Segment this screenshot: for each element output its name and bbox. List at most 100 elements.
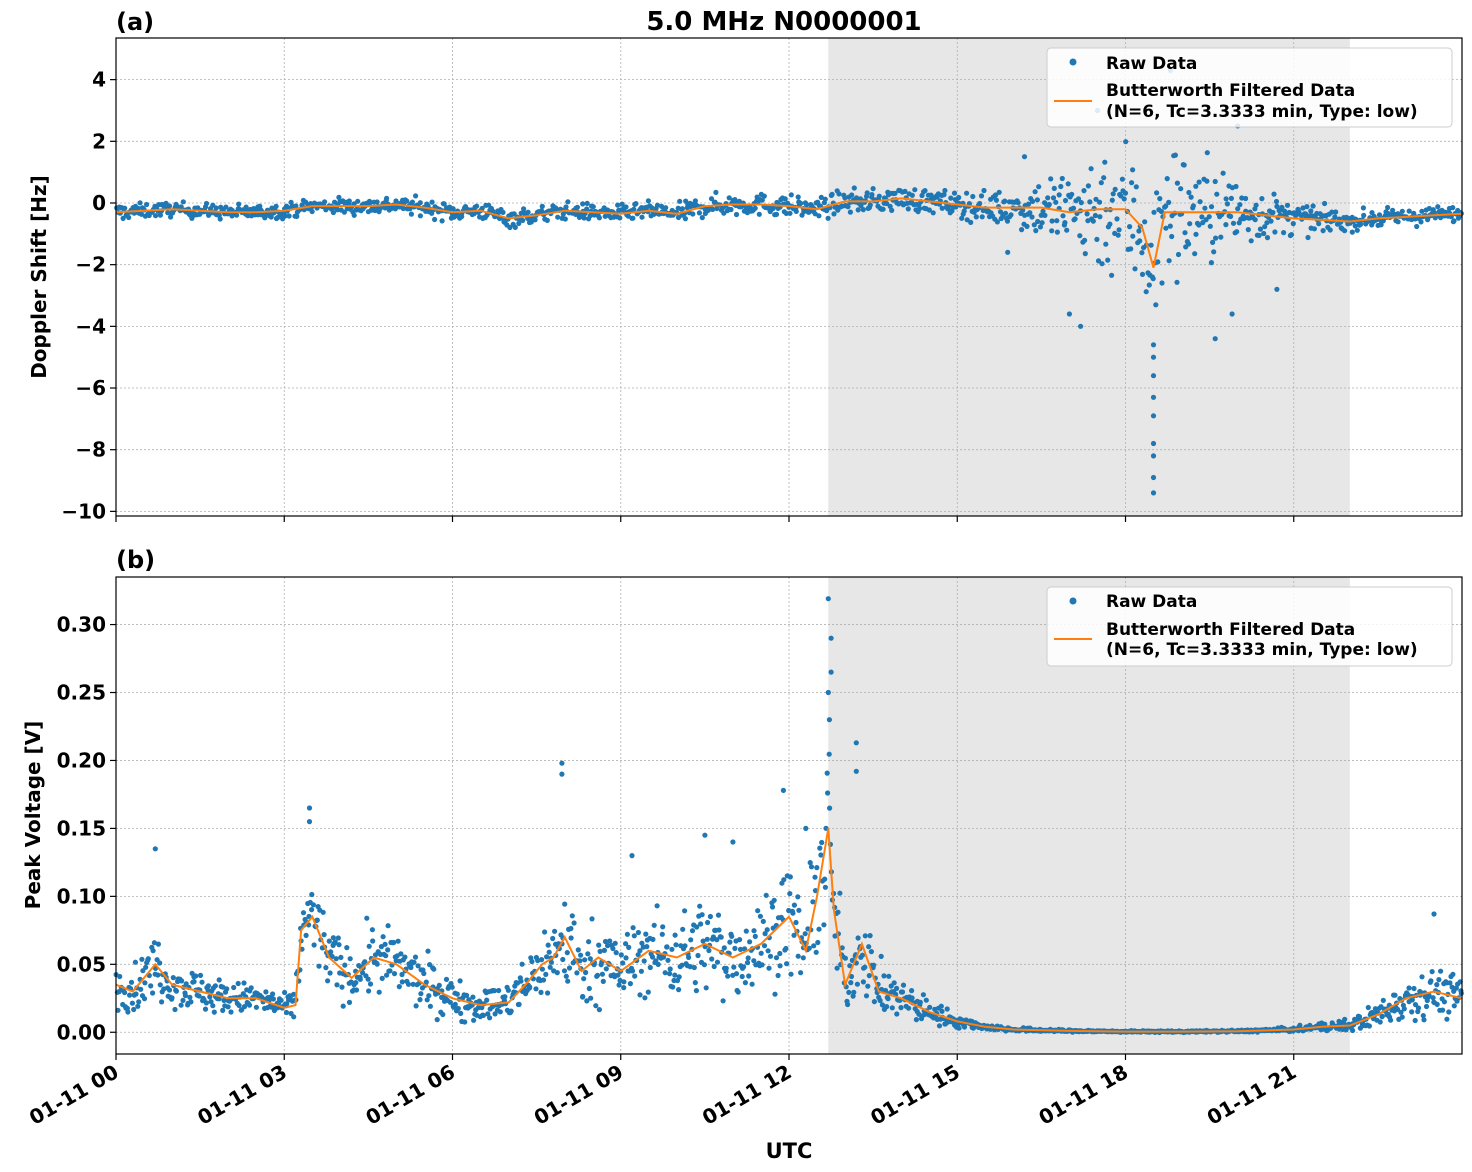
raw-data-point [234,212,240,218]
raw-data-point [782,196,788,202]
raw-data-point [568,935,574,941]
raw-data-point [1429,969,1435,975]
raw-data-point [170,975,176,981]
raw-data-point [454,991,460,997]
raw-data-point [889,1005,895,1011]
raw-data-point [667,971,673,977]
raw-data-point [521,206,527,212]
raw-data-point [587,956,593,962]
raw-data-point [122,989,128,996]
raw-data-point [771,897,777,903]
raw-data-point [306,805,313,811]
raw-data-point [777,963,783,969]
raw-data-point [325,978,331,984]
raw-data-point [953,204,959,210]
raw-data-point [213,205,219,211]
raw-data-point [1274,286,1280,292]
raw-data-point [129,1000,135,1006]
raw-data-point [342,962,348,968]
y-tick-label: −2 [75,253,106,277]
raw-data-point [755,908,761,914]
raw-data-point [942,187,948,194]
raw-data-point [639,214,645,220]
raw-data-point [590,204,596,210]
raw-data-point [417,997,423,1003]
raw-data-point [1304,204,1310,210]
raw-data-point [892,190,898,196]
raw-data-point [128,979,135,985]
raw-data-point [157,960,163,966]
raw-data-point [802,931,808,937]
raw-data-point [544,217,550,223]
raw-data-point [1212,336,1218,342]
raw-data-point [159,999,165,1005]
raw-data-point [1082,251,1088,257]
raw-data-point [1290,221,1296,227]
raw-data-point [427,962,433,968]
raw-data-point [432,216,438,223]
raw-data-point [1354,227,1360,233]
raw-data-point [867,933,873,939]
raw-data-point [122,205,128,211]
raw-data-point [756,211,762,217]
raw-data-point [704,936,710,942]
raw-data-point [602,938,609,945]
raw-data-point [733,971,740,977]
raw-data-point [1358,221,1364,227]
raw-data-point [865,983,871,989]
raw-data-point [228,1009,234,1015]
raw-data-point [335,935,341,941]
raw-data-point [294,213,300,219]
raw-data-point [205,983,211,989]
raw-data-point [601,947,608,954]
raw-data-point [1421,1017,1427,1023]
raw-data-point [655,961,661,968]
raw-data-point [562,216,568,222]
raw-data-point [682,216,689,222]
raw-data-point [1038,212,1044,218]
raw-data-point [930,210,936,216]
raw-data-point [1418,219,1424,225]
raw-data-point [920,992,927,998]
raw-data-point [1065,181,1071,187]
raw-data-point [412,954,419,960]
raw-data-point [631,206,637,212]
raw-data-point [1159,280,1165,286]
raw-data-point [1356,1014,1363,1020]
raw-data-point [120,215,126,221]
raw-data-point [1130,167,1136,173]
raw-data-point [385,947,391,953]
raw-data-point [623,204,629,210]
raw-data-point [208,999,214,1005]
raw-data-point [813,949,819,955]
raw-data-point [1082,237,1088,243]
raw-data-point [807,860,813,866]
raw-data-point [716,927,722,933]
raw-data-point [241,980,247,986]
raw-data-point [180,199,186,205]
raw-data-point [391,939,397,946]
raw-data-point [203,200,210,207]
raw-data-point [1252,217,1258,223]
raw-data-point [884,200,890,207]
raw-data-point [1148,242,1154,248]
raw-data-point [775,972,781,979]
raw-data-point [560,211,566,217]
raw-data-point [1046,201,1052,208]
raw-data-point [693,988,700,994]
raw-data-point [585,951,591,957]
raw-data-point [127,992,133,998]
raw-data-point [1268,218,1274,224]
raw-data-point [355,198,361,204]
raw-data-point [409,199,415,205]
raw-data-point [759,962,765,968]
raw-data-point [1438,968,1444,974]
raw-data-point [151,940,157,946]
raw-data-point [145,956,151,962]
raw-data-point [150,990,156,996]
raw-data-point [651,922,657,928]
raw-data-point [1132,266,1138,272]
raw-data-point [659,931,665,937]
raw-data-point [326,938,332,944]
raw-data-point [616,982,622,988]
